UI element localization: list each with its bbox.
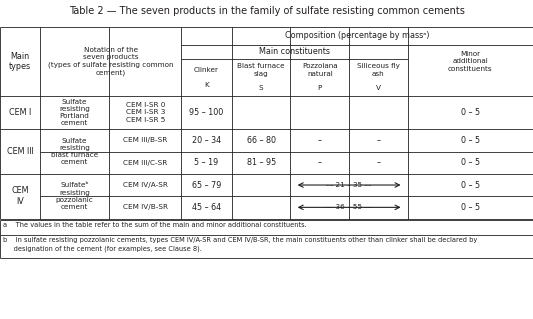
Text: Notation of the
seven products
(types of sulfate resisting common
cement): Notation of the seven products (types of… (48, 47, 173, 76)
Text: Sulfate
resisting
blast furnace
cement: Sulfate resisting blast furnace cement (51, 138, 98, 165)
Text: CEM I: CEM I (9, 108, 31, 117)
Text: a    The values in the table refer to the sum of the main and minor additional c: a The values in the table refer to the s… (3, 222, 307, 228)
Text: 20 – 34: 20 – 34 (192, 136, 221, 145)
Text: CEM IV/A-SR: CEM IV/A-SR (123, 182, 168, 188)
Text: 0 – 5: 0 – 5 (461, 136, 480, 145)
Text: 45 – 64: 45 – 64 (192, 203, 221, 212)
Text: Minor
additional
constituents: Minor additional constituents (448, 51, 492, 72)
Text: CEM III/B-SR: CEM III/B-SR (123, 137, 167, 143)
Text: 65 – 79: 65 – 79 (192, 181, 221, 189)
Text: CEM
IV: CEM IV (11, 186, 29, 206)
Text: 81 – 95: 81 – 95 (247, 158, 276, 167)
Text: 95 – 100: 95 – 100 (189, 108, 224, 117)
Text: Sulfate
resisting
Portland
cement: Sulfate resisting Portland cement (59, 99, 90, 126)
Text: Clinker

K: Clinker K (194, 67, 219, 88)
Text: 5 – 19: 5 – 19 (195, 158, 219, 167)
Text: Composition (percentage by massᵃ): Composition (percentage by massᵃ) (285, 31, 430, 41)
Text: –: – (318, 158, 322, 167)
Text: –: – (376, 136, 381, 145)
Text: 0 – 5: 0 – 5 (461, 108, 480, 117)
Text: Main
types: Main types (9, 52, 31, 71)
Text: 0 – 5: 0 – 5 (461, 181, 480, 189)
Text: CEM IV/B-SR: CEM IV/B-SR (123, 204, 168, 210)
Text: –– 21 – 35 ––: –– 21 – 35 –– (326, 182, 372, 188)
Text: CEM III/C-SR: CEM III/C-SR (123, 160, 167, 166)
Text: 66 – 80: 66 – 80 (247, 136, 276, 145)
Text: Main constituents: Main constituents (259, 47, 330, 56)
Text: Pozzolana
natural

P: Pozzolana natural P (302, 63, 337, 91)
Text: CEM III: CEM III (6, 147, 34, 156)
Text: –– 36 – 55 ––: –– 36 – 55 –– (326, 204, 372, 210)
Text: –: – (376, 158, 381, 167)
Text: Siliceous fly
ash

V: Siliceous fly ash V (357, 63, 400, 91)
Text: b    In sulfate resisting pozzolanic cements, types CEM IV/A-SR and CEM IV/B-SR,: b In sulfate resisting pozzolanic cement… (3, 237, 478, 251)
Text: Sulfateᵇ
resisting
pozzolanic
cement: Sulfateᵇ resisting pozzolanic cement (56, 182, 93, 210)
Text: CEM I-SR 0
CEM I-SR 3
CEM I-SR 5: CEM I-SR 0 CEM I-SR 3 CEM I-SR 5 (126, 102, 165, 123)
Text: Blast furnace
slag

S: Blast furnace slag S (237, 63, 285, 91)
Text: –: – (318, 136, 322, 145)
Text: 0 – 5: 0 – 5 (461, 158, 480, 167)
Text: Table 2 — The seven products in the family of sulfate resisting common cements: Table 2 — The seven products in the fami… (69, 6, 464, 16)
Text: 0 – 5: 0 – 5 (461, 203, 480, 212)
